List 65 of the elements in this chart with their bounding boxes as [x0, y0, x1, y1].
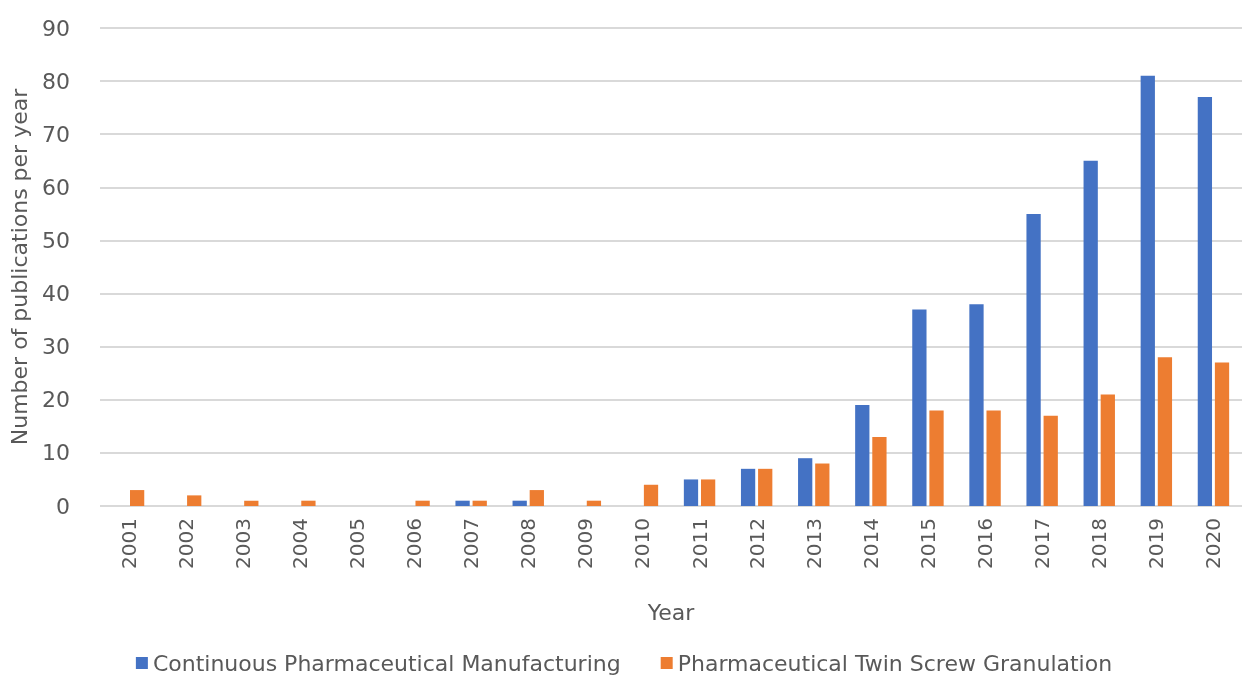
- bar: [1026, 213, 1041, 506]
- bar: [986, 410, 1001, 506]
- bar: [872, 436, 887, 506]
- bar: [529, 490, 544, 506]
- y-tick-label: 90: [42, 15, 70, 41]
- bar: [929, 410, 944, 506]
- x-tick-label: 2013: [801, 518, 826, 569]
- bar: [1083, 160, 1098, 506]
- x-tick-label: 2001: [116, 518, 141, 569]
- x-tick-label: 2017: [1030, 518, 1055, 569]
- x-tick-label: 2019: [1144, 518, 1169, 569]
- bar: [740, 468, 756, 506]
- y-tick-label: 0: [56, 493, 70, 519]
- bar: [798, 458, 813, 506]
- x-axis-title: Year: [646, 599, 696, 625]
- y-tick-label: 70: [42, 121, 70, 147]
- x-tick-label: 2016: [973, 518, 998, 569]
- x-tick-label: 2006: [402, 518, 427, 569]
- x-tick-label: 2015: [915, 518, 940, 569]
- x-tick-label: 2003: [230, 518, 255, 569]
- bar: [1140, 75, 1155, 506]
- bar: [1197, 97, 1213, 506]
- x-tick-label: 2014: [858, 518, 883, 569]
- x-tick-label: 2018: [1087, 518, 1112, 569]
- x-tick-label: 2005: [344, 518, 369, 569]
- legend-label: Pharmaceutical Twin Screw Granulation: [677, 650, 1113, 676]
- y-tick-label: 20: [42, 387, 70, 413]
- bar: [815, 463, 830, 506]
- x-tick-label: 2004: [287, 518, 312, 569]
- x-tick-label: 2020: [1201, 518, 1226, 569]
- bar: [301, 500, 316, 506]
- bar: [643, 484, 659, 506]
- bar: [912, 309, 927, 506]
- y-tick-label: 60: [42, 174, 70, 200]
- y-axis-title: Number of publications per year: [6, 87, 32, 446]
- bar: [129, 490, 145, 506]
- bar: [415, 500, 430, 506]
- bar: [855, 405, 870, 506]
- bar: [758, 468, 773, 506]
- y-tick-label: 30: [42, 334, 70, 360]
- bar: [472, 500, 487, 506]
- x-tick-label: 2002: [173, 518, 198, 569]
- bar: [1214, 362, 1230, 506]
- bar: [969, 304, 984, 506]
- x-tick-label: 2010: [630, 518, 655, 569]
- bar: [586, 500, 602, 506]
- bar: [187, 495, 202, 506]
- x-tick-label: 2007: [459, 518, 484, 569]
- bar: [455, 500, 470, 506]
- bar: [244, 500, 259, 506]
- x-tick-label: 2008: [516, 518, 541, 569]
- y-tick-label: 50: [42, 227, 70, 253]
- bar: [1043, 415, 1058, 506]
- bar: [700, 479, 716, 506]
- x-tick-label: 2011: [687, 518, 712, 569]
- bar: [512, 500, 527, 506]
- x-tick-label: 2009: [573, 518, 598, 569]
- bar: [1100, 394, 1115, 506]
- bar: [683, 479, 699, 506]
- y-tick-label: 80: [42, 68, 70, 94]
- x-tick-label: 2012: [744, 518, 769, 569]
- legend-label: Continuous Pharmaceutical Manufacturing: [152, 650, 621, 676]
- y-tick-label: 40: [42, 281, 70, 307]
- bar: [1157, 357, 1173, 506]
- y-tick-label: 10: [42, 440, 70, 466]
